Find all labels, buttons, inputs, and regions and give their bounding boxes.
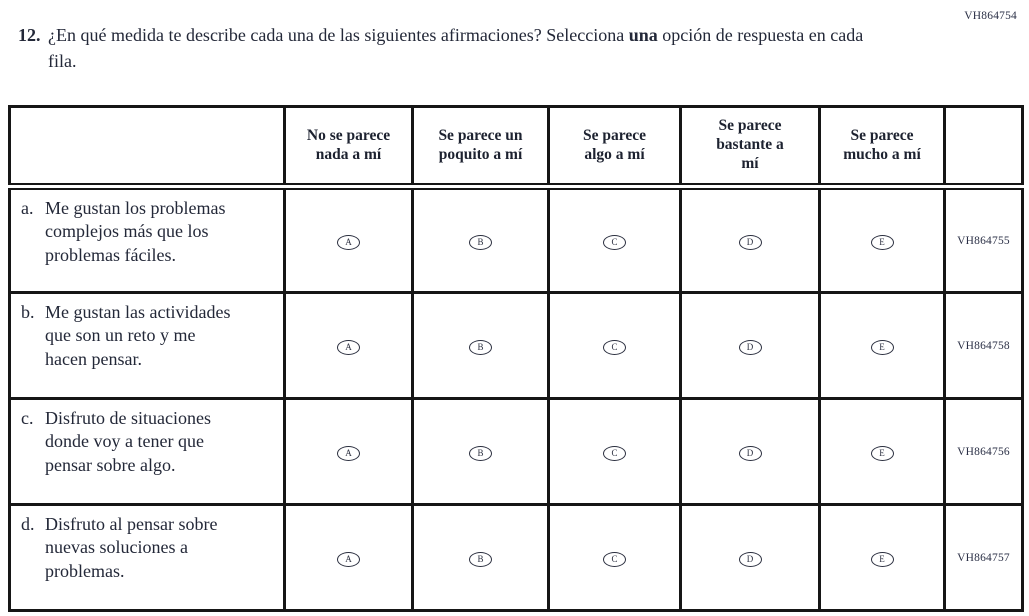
row-statement: Me gustan los problemas complejos más qu…: [45, 198, 226, 265]
row-letter: d.: [21, 514, 35, 534]
table-row-d: d. Disfruto al pensar sobre nuevas soluc…: [8, 503, 1024, 612]
option-cell: C: [547, 503, 682, 612]
option-cell: A: [283, 185, 414, 294]
column-header-little-like-me: Se parece un poquito a mí: [411, 105, 550, 190]
option-bubble-c[interactable]: C: [603, 445, 626, 461]
response-matrix-table: No se parece nada a mí Se parece un poqu…: [8, 105, 1024, 612]
header-row: No se parece nada a mí Se parece un poqu…: [8, 105, 1024, 190]
option-bubble-a[interactable]: A: [337, 445, 360, 461]
table-row-a: a. Me gustan los problemas complejos más…: [8, 185, 1024, 294]
option-cell: E: [818, 503, 946, 612]
question-bold-word: una: [628, 25, 658, 45]
option-bubble-d[interactable]: D: [738, 234, 762, 250]
option-cell: B: [411, 397, 550, 506]
question-number: 12.: [18, 25, 41, 45]
option-cell: C: [547, 185, 682, 294]
question-text: ¿En qué medida te describe cada una de l…: [48, 22, 878, 74]
option-bubble-e[interactable]: E: [870, 339, 894, 355]
option-bubble-e[interactable]: E: [870, 551, 894, 567]
option-bubble-b[interactable]: B: [469, 551, 492, 567]
option-cell: B: [411, 503, 550, 612]
option-bubble-a[interactable]: A: [337, 234, 360, 250]
option-cell: D: [679, 185, 821, 294]
item-code: VH864756: [943, 397, 1024, 506]
option-cell: C: [547, 397, 682, 506]
option-cell: A: [283, 291, 414, 400]
option-bubble-d[interactable]: D: [738, 551, 762, 567]
row-letter: a.: [21, 198, 34, 218]
option-cell: B: [411, 185, 550, 294]
row-statement: Me gustan las actividades que son un ret…: [45, 302, 231, 369]
item-code: VH864755: [943, 185, 1024, 294]
header-empty-code: [943, 105, 1024, 190]
option-bubble-b[interactable]: B: [469, 234, 492, 250]
question-text-start: ¿En qué medida te describe cada una de l…: [48, 25, 629, 45]
option-bubble-d[interactable]: D: [738, 339, 762, 355]
question-stem: 12. ¿En qué medida te describe cada una …: [18, 22, 918, 74]
option-bubble-a[interactable]: A: [337, 551, 360, 567]
question-text-end: opción de respuesta en cada fila.: [48, 25, 864, 72]
option-bubble-b[interactable]: B: [469, 445, 492, 461]
row-statement: Disfruto al pensar sobre nuevas solucion…: [45, 514, 218, 581]
column-header-not-like-me: No se parece nada a mí: [283, 105, 414, 190]
statement-cell: a. Me gustan los problemas complejos más…: [8, 185, 286, 294]
row-statement: Disfruto de situaciones donde voy a tene…: [45, 408, 211, 475]
option-cell: E: [818, 397, 946, 506]
option-cell: E: [818, 185, 946, 294]
page-code: VH864754: [964, 10, 1017, 22]
option-cell: D: [679, 397, 821, 506]
item-code: VH864758: [943, 291, 1024, 400]
option-bubble-c[interactable]: C: [603, 339, 626, 355]
row-letter: c.: [21, 408, 34, 428]
item-code: VH864757: [943, 503, 1024, 612]
option-bubble-b[interactable]: B: [469, 339, 492, 355]
option-cell: C: [547, 291, 682, 400]
statement-cell: d. Disfruto al pensar sobre nuevas soluc…: [8, 503, 286, 612]
option-bubble-c[interactable]: C: [603, 234, 626, 250]
header-empty-statement: [8, 105, 286, 190]
option-bubble-c[interactable]: C: [603, 551, 626, 567]
table-row-c: c. Disfruto de situaciones donde voy a t…: [8, 397, 1024, 506]
option-cell: E: [818, 291, 946, 400]
statement-cell: c. Disfruto de situaciones donde voy a t…: [8, 397, 286, 506]
option-cell: A: [283, 503, 414, 612]
option-bubble-e[interactable]: E: [870, 445, 894, 461]
row-letter: b.: [21, 302, 35, 322]
column-header-quite-like-me: Se parece bastante a mí: [679, 105, 821, 190]
option-cell: D: [679, 291, 821, 400]
option-bubble-e[interactable]: E: [870, 234, 894, 250]
statement-cell: b. Me gustan las actividades que son un …: [8, 291, 286, 400]
option-cell: B: [411, 291, 550, 400]
column-header-somewhat-like-me: Se parece algo a mí: [547, 105, 682, 190]
option-cell: A: [283, 397, 414, 506]
option-cell: D: [679, 503, 821, 612]
option-bubble-d[interactable]: D: [738, 445, 762, 461]
option-bubble-a[interactable]: A: [337, 339, 360, 355]
column-header-very-like-me: Se parece mucho a mí: [818, 105, 946, 190]
table-row-b: b. Me gustan las actividades que son un …: [8, 291, 1024, 400]
